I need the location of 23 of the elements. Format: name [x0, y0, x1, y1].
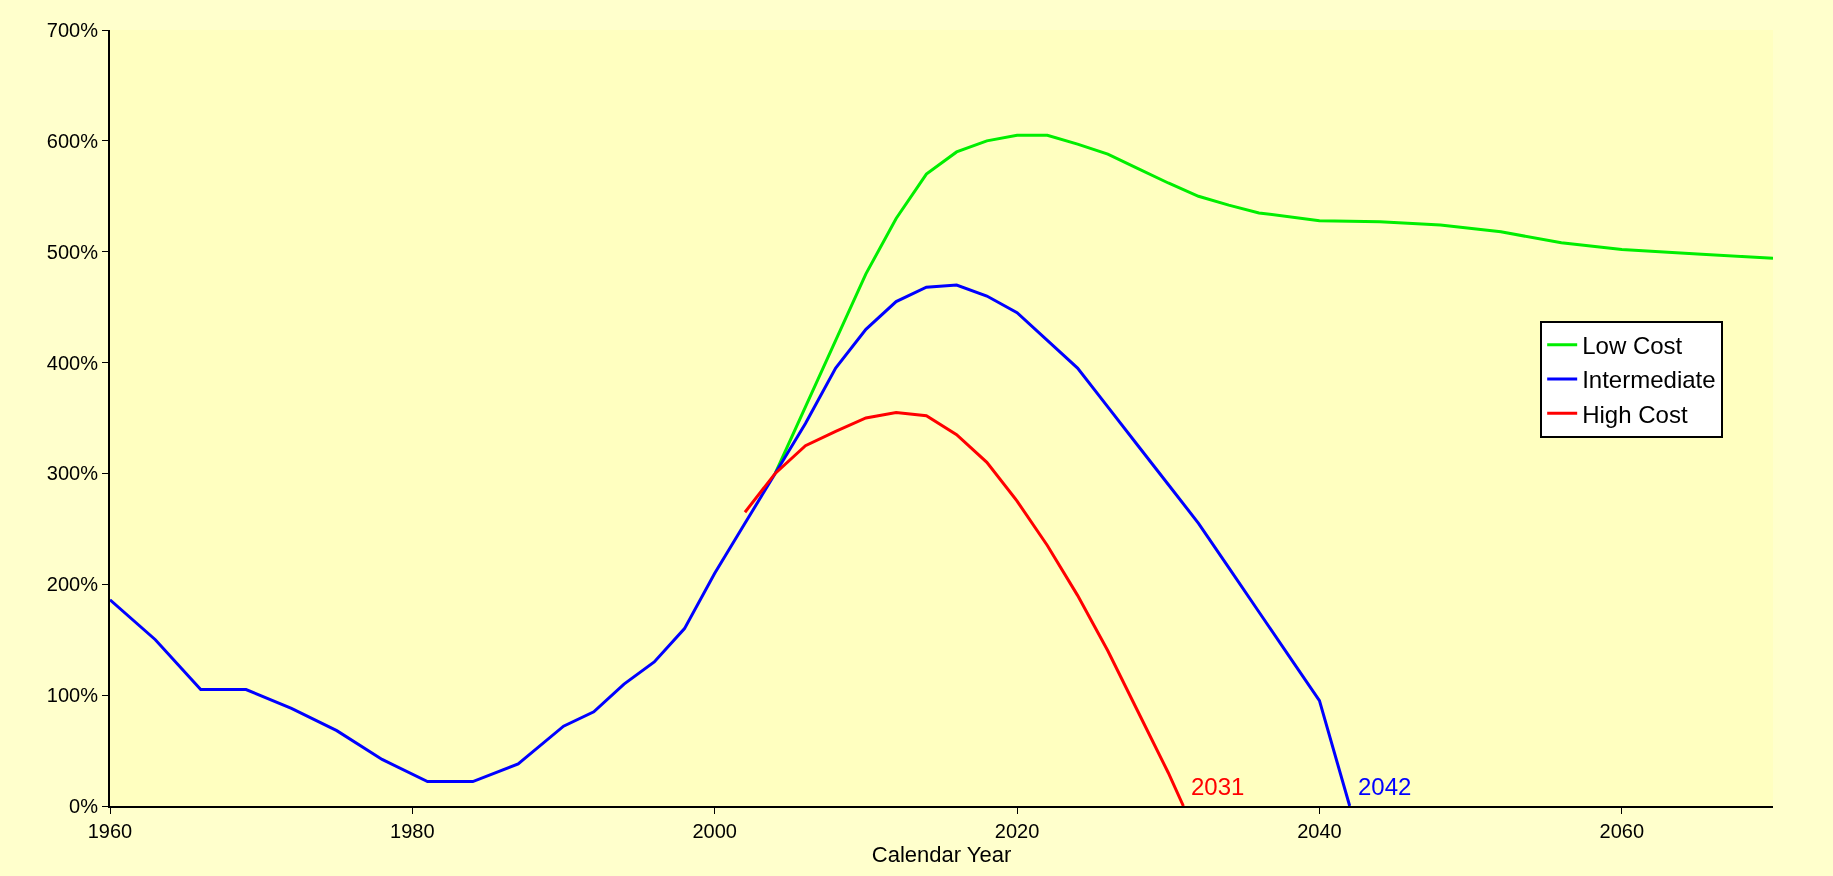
legend-label: High Cost [1582, 400, 1688, 428]
legend-label: Intermediate [1582, 366, 1716, 394]
y-tick-label: 400% [46, 351, 99, 374]
x-tick-label: 2060 [1599, 820, 1645, 842]
x-tick-label: 1980 [390, 820, 435, 842]
y-tick-label: 200% [46, 573, 99, 596]
x-tick-label: 2020 [994, 820, 1040, 842]
x-tick-label: 1960 [87, 820, 133, 842]
y-tick-label: 100% [46, 684, 99, 707]
annotation: 2031 [1191, 773, 1245, 800]
legend-label: Low Cost [1582, 332, 1683, 360]
line-series [110, 283, 1352, 806]
y-tick-label: 500% [46, 240, 99, 263]
y-tick-label: 600% [46, 129, 99, 152]
x-tick-label: 2040 [1297, 820, 1342, 842]
y-tick-label: 300% [46, 462, 99, 485]
line-series [773, 133, 1773, 475]
y-tick-label: 700% [46, 19, 99, 41]
x-tick-label: 2000 [692, 820, 737, 842]
annotation: 2042 [1358, 773, 1412, 800]
line-series [743, 410, 1185, 806]
x-axis-title: Calendar Year [871, 842, 1012, 867]
y-tick-label: 0% [69, 795, 99, 817]
